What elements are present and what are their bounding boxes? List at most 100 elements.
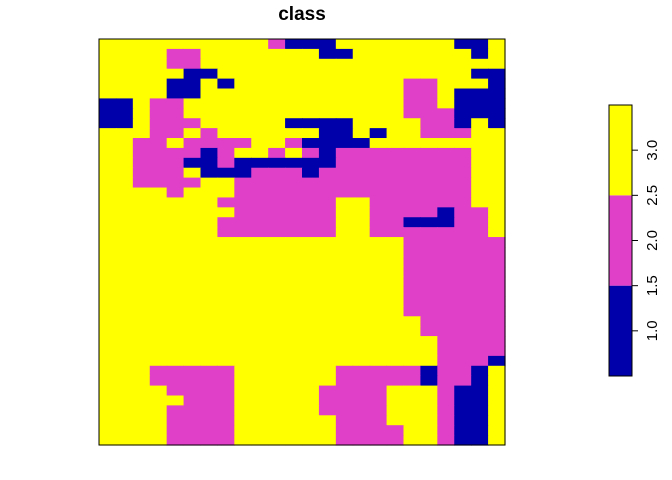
raster-cell-class-3 <box>132 58 151 70</box>
raster-cell-class-3 <box>200 39 219 50</box>
raster-cell-class-2 <box>488 276 506 288</box>
raster-cell-class-2 <box>420 237 438 248</box>
raster-cell-class-2 <box>437 157 455 169</box>
raster-cell-class-3 <box>251 316 269 327</box>
raster-cell-class-2 <box>268 147 286 159</box>
raster-cell-class-3 <box>183 167 202 179</box>
raster-cell-class-3 <box>403 58 422 70</box>
raster-cell-class-1 <box>471 425 489 436</box>
raster-cell-class-3 <box>217 88 235 100</box>
raster-cell-class-2 <box>369 425 388 436</box>
raster-cell-class-3 <box>335 316 354 327</box>
raster-cell-class-2 <box>454 167 472 179</box>
raster-cell-class-2 <box>369 157 388 169</box>
raster-cell-class-3 <box>302 385 320 397</box>
raster-cell-class-3 <box>149 276 168 288</box>
raster-cell-class-2 <box>386 365 405 377</box>
raster-cell-class-2 <box>268 187 286 199</box>
raster-cell-class-3 <box>183 345 202 357</box>
raster-cell-class-1 <box>471 405 489 416</box>
raster-cell-class-3 <box>99 256 117 268</box>
raster-cell-class-2 <box>318 207 337 218</box>
raster-cell-class-3 <box>183 266 202 278</box>
raster-cell-class-3 <box>234 246 252 258</box>
raster-cell-class-3 <box>200 326 219 337</box>
raster-cell-class-2 <box>386 375 405 387</box>
raster-cell-class-3 <box>437 88 455 100</box>
raster-cell-class-2 <box>217 217 235 228</box>
raster-cell-class-2 <box>437 326 455 337</box>
raster-cell-class-3 <box>149 58 168 70</box>
raster-cell-class-3 <box>251 296 269 307</box>
raster-cell-class-2 <box>200 395 219 406</box>
raster-cell-class-3 <box>302 246 320 258</box>
raster-cell-class-3 <box>268 128 286 139</box>
raster-cell-class-3 <box>183 296 202 307</box>
raster-cell-class-2 <box>369 375 388 387</box>
raster-cell-class-3 <box>352 48 371 60</box>
raster-cell-class-2 <box>369 147 388 159</box>
raster-cell-class-3 <box>115 405 134 416</box>
raster-cell-class-3 <box>115 375 134 387</box>
raster-cell-class-3 <box>99 425 117 436</box>
raster-cell-class-2 <box>302 147 320 159</box>
raster-cell-class-3 <box>132 345 151 357</box>
raster-cell-class-3 <box>302 266 320 278</box>
raster-cell-class-3 <box>183 306 202 317</box>
raster-cell-class-3 <box>386 128 405 139</box>
raster-cell-class-3 <box>369 256 388 268</box>
raster-cell-class-3 <box>217 39 235 50</box>
raster-cell-class-3 <box>115 326 134 337</box>
raster-cell-class-1 <box>471 48 489 60</box>
raster-cell-class-2 <box>454 375 472 387</box>
raster-cell-class-3 <box>132 78 151 90</box>
raster-cell-class-3 <box>488 167 506 179</box>
raster-cell-class-2 <box>488 326 506 337</box>
raster-cell-class-3 <box>488 147 506 159</box>
raster-cell-class-3 <box>217 68 235 80</box>
raster-cell-class-3 <box>454 48 472 60</box>
raster-cell-class-2 <box>268 167 286 179</box>
raster-cell-class-3 <box>268 88 286 100</box>
raster-cell-class-2 <box>352 415 371 426</box>
raster-cell-class-2 <box>318 227 337 238</box>
raster-cell-class-3 <box>234 108 252 119</box>
raster-cell-class-3 <box>99 365 117 377</box>
raster-cell-class-3 <box>488 375 506 387</box>
raster-cell-class-2 <box>335 385 354 397</box>
raster-cell-class-3 <box>99 415 117 426</box>
raster-cell-class-3 <box>217 177 235 189</box>
raster-cell-class-3 <box>234 435 252 446</box>
raster-cell-class-3 <box>166 256 185 268</box>
raster-cell-class-3 <box>471 128 489 139</box>
raster-cell-class-3 <box>285 415 303 426</box>
raster-cell-class-3 <box>217 187 235 199</box>
raster-cell-class-2 <box>166 385 185 397</box>
raster-cell-class-2 <box>268 217 286 228</box>
raster-cell-class-1 <box>471 435 489 446</box>
raster-cell-class-3 <box>285 355 303 367</box>
raster-cell-class-3 <box>200 256 219 268</box>
raster-cell-class-2 <box>217 405 235 416</box>
raster-cell-class-3 <box>386 345 405 357</box>
raster-cell-class-3 <box>268 375 286 387</box>
raster-cell-class-2 <box>285 217 303 228</box>
raster-cell-class-3 <box>166 306 185 317</box>
raster-cell-class-3 <box>132 48 151 60</box>
raster-cells <box>99 39 506 446</box>
raster-cell-class-3 <box>132 405 151 416</box>
raster-cell-class-3 <box>488 415 506 426</box>
raster-cell-class-2 <box>437 405 455 416</box>
raster-cell-class-2 <box>386 207 405 218</box>
raster-cell-class-2 <box>318 177 337 189</box>
raster-cell-class-3 <box>115 345 134 357</box>
raster-cell-class-2 <box>471 286 489 298</box>
raster-cell-class-3 <box>268 98 286 109</box>
raster-cell-class-3 <box>285 326 303 337</box>
raster-cell-class-3 <box>115 246 134 258</box>
raster-cell-class-3 <box>251 108 269 119</box>
raster-cell-class-2 <box>420 197 438 208</box>
raster-cell-class-1 <box>318 157 337 169</box>
raster-cell-class-3 <box>234 266 252 278</box>
